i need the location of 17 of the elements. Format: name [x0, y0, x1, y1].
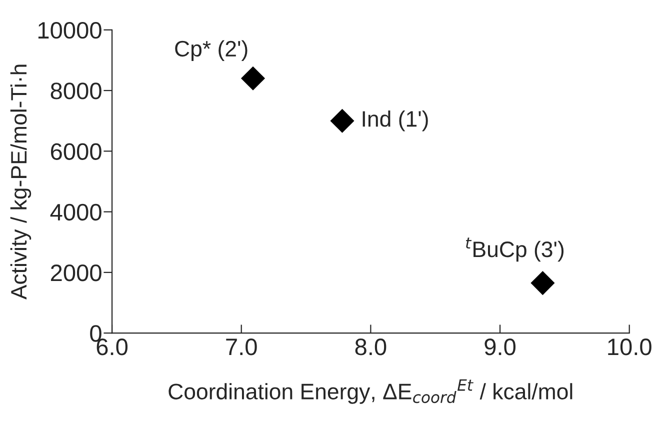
y-axis-title: Activity / kg-PE/mol-Ti·h: [10, 64, 32, 300]
annotation: Cp* (2'): [175, 40, 248, 61]
x-tick-label: 8.0: [355, 338, 386, 356]
point: [530, 271, 555, 296]
y-tick-label: 6000: [50, 143, 102, 160]
y-tick-label: 8000: [50, 82, 102, 100]
y-tick-label: 4000: [50, 204, 102, 221]
y-tick-label: 10000: [38, 22, 102, 39]
x-tick-label: 7.0: [226, 338, 257, 356]
annotation: $^{t}$BuCp (3'): [466, 238, 564, 262]
point: [240, 66, 266, 90]
x-tick-label: 10.0: [608, 338, 652, 356]
point: [330, 108, 354, 133]
x-axis-title: Coordination Energy, ΔE$_{coord}$$^{Et}$ / kcal/mol: [168, 379, 572, 404]
x-tick-label: 9.0: [484, 338, 516, 356]
y-tick-label: 2000: [50, 264, 102, 282]
annotation: Ind (1'): [362, 110, 428, 132]
